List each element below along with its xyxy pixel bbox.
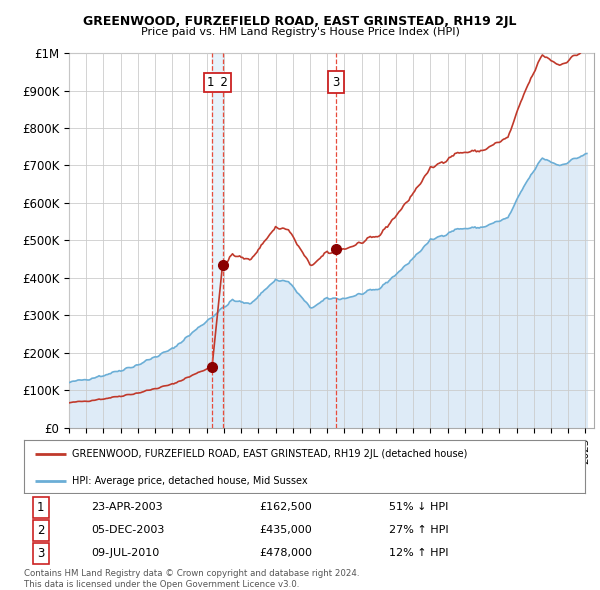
Text: GREENWOOD, FURZEFIELD ROAD, EAST GRINSTEAD, RH19 2JL (detached house): GREENWOOD, FURZEFIELD ROAD, EAST GRINSTE…	[71, 449, 467, 459]
Text: GREENWOOD, FURZEFIELD ROAD, EAST GRINSTEAD, RH19 2JL: GREENWOOD, FURZEFIELD ROAD, EAST GRINSTE…	[83, 15, 517, 28]
Text: 27% ↑ HPI: 27% ↑ HPI	[389, 526, 448, 535]
Text: 1: 1	[37, 501, 44, 514]
Text: £162,500: £162,500	[260, 502, 313, 512]
Text: £478,000: £478,000	[260, 549, 313, 559]
Text: 23-APR-2003: 23-APR-2003	[91, 502, 163, 512]
Text: 2: 2	[37, 524, 44, 537]
Text: Price paid vs. HM Land Registry's House Price Index (HPI): Price paid vs. HM Land Registry's House …	[140, 27, 460, 37]
Text: HPI: Average price, detached house, Mid Sussex: HPI: Average price, detached house, Mid …	[71, 476, 307, 486]
Text: 51% ↓ HPI: 51% ↓ HPI	[389, 502, 448, 512]
Text: 3: 3	[37, 547, 44, 560]
Text: 05-DEC-2003: 05-DEC-2003	[91, 526, 164, 535]
Text: 1 2: 1 2	[207, 76, 228, 88]
Text: £435,000: £435,000	[260, 526, 313, 535]
Bar	[212, 53, 223, 428]
Text: 12% ↑ HPI: 12% ↑ HPI	[389, 549, 448, 559]
Text: 09-JUL-2010: 09-JUL-2010	[91, 549, 160, 559]
Text: 3: 3	[332, 76, 340, 88]
Text: Contains HM Land Registry data © Crown copyright and database right 2024.
This d: Contains HM Land Registry data © Crown c…	[24, 569, 359, 589]
